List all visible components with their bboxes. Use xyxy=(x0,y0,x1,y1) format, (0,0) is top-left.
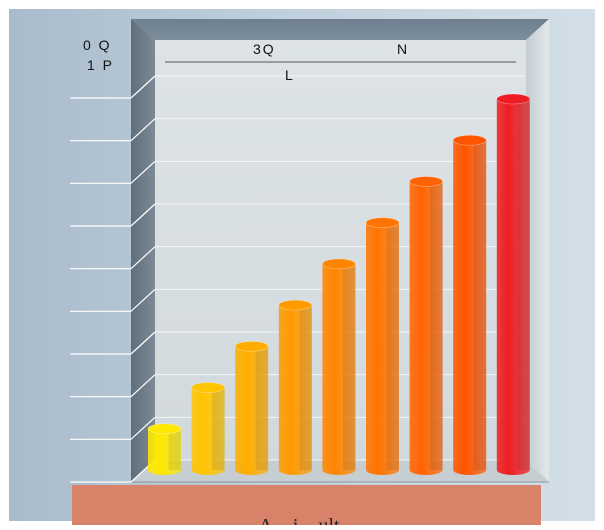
bar-shade xyxy=(517,99,530,470)
bar-body xyxy=(366,222,399,475)
bar-body xyxy=(409,181,443,475)
bar-body xyxy=(322,263,356,475)
bar xyxy=(191,382,226,475)
bar-shade xyxy=(212,387,225,470)
bar xyxy=(234,340,269,475)
bar xyxy=(321,258,356,475)
bar-shade xyxy=(386,222,399,470)
frame-top xyxy=(131,19,549,40)
corner-label-top: 0 Q xyxy=(83,37,112,53)
grid-diagonal-line xyxy=(130,118,156,142)
bar-body xyxy=(453,140,487,475)
corner-label-bottom: 1 P xyxy=(87,57,115,73)
grid-diagonal-line xyxy=(130,374,156,398)
bar-top-cap xyxy=(234,340,269,352)
bar-top-cap xyxy=(452,134,487,146)
bar-body xyxy=(148,428,181,475)
bars xyxy=(147,93,531,475)
bar-shade xyxy=(168,428,181,470)
bar xyxy=(452,134,487,475)
bar-top-cap xyxy=(365,217,400,229)
grid-diagonal-line xyxy=(130,288,156,312)
bar-top-cap xyxy=(191,382,226,393)
bar-body xyxy=(235,346,269,475)
bar-top-cap xyxy=(496,93,531,105)
bar-shade xyxy=(430,181,443,470)
bar xyxy=(496,93,531,475)
bar-shade xyxy=(473,140,487,470)
bar-body xyxy=(496,99,530,475)
bar-shade xyxy=(299,305,312,470)
header-label-1: 3Q xyxy=(253,41,276,57)
frame-right-wall xyxy=(526,19,549,482)
bar-top-cap xyxy=(147,423,182,435)
grid-diagonal-line xyxy=(130,203,156,227)
grid-diagonal-line xyxy=(130,75,156,99)
grid-diagonal-line xyxy=(130,416,156,440)
bar-shade xyxy=(255,346,269,470)
bar-top-cap xyxy=(321,258,356,270)
bar-top-cap xyxy=(278,299,313,311)
bar-body xyxy=(278,305,312,475)
bar xyxy=(409,176,444,475)
bar-shade xyxy=(342,263,356,470)
bar xyxy=(365,217,400,475)
grid-diagonal-line xyxy=(130,331,156,355)
bar-body xyxy=(191,387,225,475)
footer-bar: A... i... ult... xyxy=(72,485,541,525)
bar xyxy=(278,299,313,475)
header-label-2: N xyxy=(397,41,410,57)
grid-diagonal-line xyxy=(130,160,156,184)
bar-top-cap xyxy=(409,176,444,187)
grid-diagonal-line xyxy=(130,246,156,270)
bar xyxy=(147,423,182,475)
header-label-3: L xyxy=(285,67,295,83)
footer-text: A... i... ult... xyxy=(72,515,541,525)
